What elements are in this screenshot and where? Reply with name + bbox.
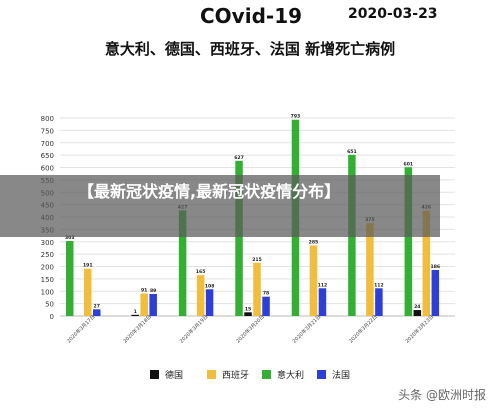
legend-item-italy: 意大利 [262, 368, 304, 381]
data-label-france: 112 [318, 282, 328, 288]
x-tick-label: 2020年3月18日 [122, 313, 153, 344]
x-tick-label: 2020年3月23日 [404, 313, 435, 344]
data-label-france: 27 [94, 303, 100, 309]
bar-spain [140, 293, 148, 316]
chart-subtitle: 意大利、德国、西班牙、法国 新增死亡病例 [104, 40, 396, 58]
bar-italy [404, 167, 413, 316]
data-label-spain: 91 [141, 287, 147, 293]
y-tick-label: 300 [41, 239, 54, 247]
data-label-italy: 627 [234, 155, 244, 161]
data-label-spain: 165 [196, 269, 206, 275]
bar-spain [422, 210, 431, 316]
legend-label-spain: 西班牙 [222, 371, 250, 381]
legend-swatch-france [317, 370, 326, 379]
y-tick-label: 50 [45, 301, 54, 309]
x-tick-label: 2020年3月22日 [347, 313, 378, 344]
y-tick-label: 650 [41, 152, 54, 160]
header-date: 2020-03-23 [348, 6, 438, 22]
data-label-france: 112 [374, 282, 384, 288]
data-label-france: 108 [205, 283, 215, 289]
data-label-germany: 15 [245, 306, 251, 312]
y-tick-label: 250 [41, 251, 54, 259]
legend-item-spain: 西班牙 [207, 368, 249, 381]
bar-italy [178, 210, 187, 316]
legend-swatch-spain [207, 370, 216, 379]
y-tick-label: 200 [41, 264, 54, 272]
y-tick-label: 0 [50, 313, 54, 321]
bar-germany [413, 310, 422, 316]
bar-france [149, 293, 157, 316]
legend-swatch-italy [262, 370, 271, 379]
data-label-france: 78 [263, 291, 269, 297]
legend-item-france: 法国 [317, 368, 350, 381]
bar-italy [235, 160, 243, 316]
data-label-spain: 215 [252, 257, 262, 263]
x-tick-label: 2020年3月19日 [178, 313, 209, 344]
x-tick-label: 2020年3月20日 [235, 313, 266, 344]
bar-france [93, 309, 101, 316]
bar-spain [253, 262, 261, 316]
legend-label-germany: 德国 [165, 371, 184, 381]
x-tick-label: 2020年3月17日 [65, 313, 96, 344]
bar-spain [196, 275, 205, 316]
y-tick-label: 750 [41, 127, 54, 135]
legend-item-germany: 德国 [150, 368, 183, 381]
data-label-france: 186 [431, 264, 441, 270]
bar-france [205, 289, 214, 316]
y-tick-label: 150 [41, 276, 54, 284]
x-tick-label: 2020年3月21日 [291, 313, 322, 344]
legend-swatch-germany [150, 370, 159, 379]
bar-france [318, 288, 327, 316]
legend-label-france: 法国 [332, 371, 351, 381]
data-label-france: 89 [150, 288, 156, 294]
y-tick-label: 600 [41, 165, 54, 173]
article-title-overlay: 【最新冠状疫情,最新冠状疫情分布】 [0, 175, 440, 237]
bar-france [431, 269, 440, 316]
data-label-italy: 601 [404, 161, 414, 167]
data-label-italy: 793 [291, 114, 301, 120]
bar-spain [84, 268, 92, 316]
bar-spain [366, 223, 374, 316]
bar-germany [244, 312, 252, 316]
data-label-spain: 191 [83, 263, 93, 269]
bar-france [375, 288, 383, 316]
data-label-spain: 285 [309, 239, 319, 245]
chart-legend: 德国 西班牙 意大利 法国 [0, 368, 500, 388]
header-covid-label: COvid-19 [200, 4, 303, 28]
data-label-germany: 1 [134, 309, 137, 315]
y-tick-label: 700 [41, 140, 54, 148]
y-tick-label: 800 [41, 115, 54, 123]
data-label-italy: 651 [347, 149, 357, 155]
bar-germany [131, 314, 139, 316]
bar-italy [66, 241, 74, 316]
bar-france [262, 296, 270, 316]
source-watermark: 头条 @欧洲时报 [398, 388, 486, 402]
data-label-germany: 24 [414, 304, 420, 310]
data-label-italy: 303 [65, 235, 75, 241]
bar-spain [309, 245, 318, 316]
y-tick-label: 100 [41, 288, 54, 296]
legend-label-italy: 意大利 [277, 371, 305, 381]
